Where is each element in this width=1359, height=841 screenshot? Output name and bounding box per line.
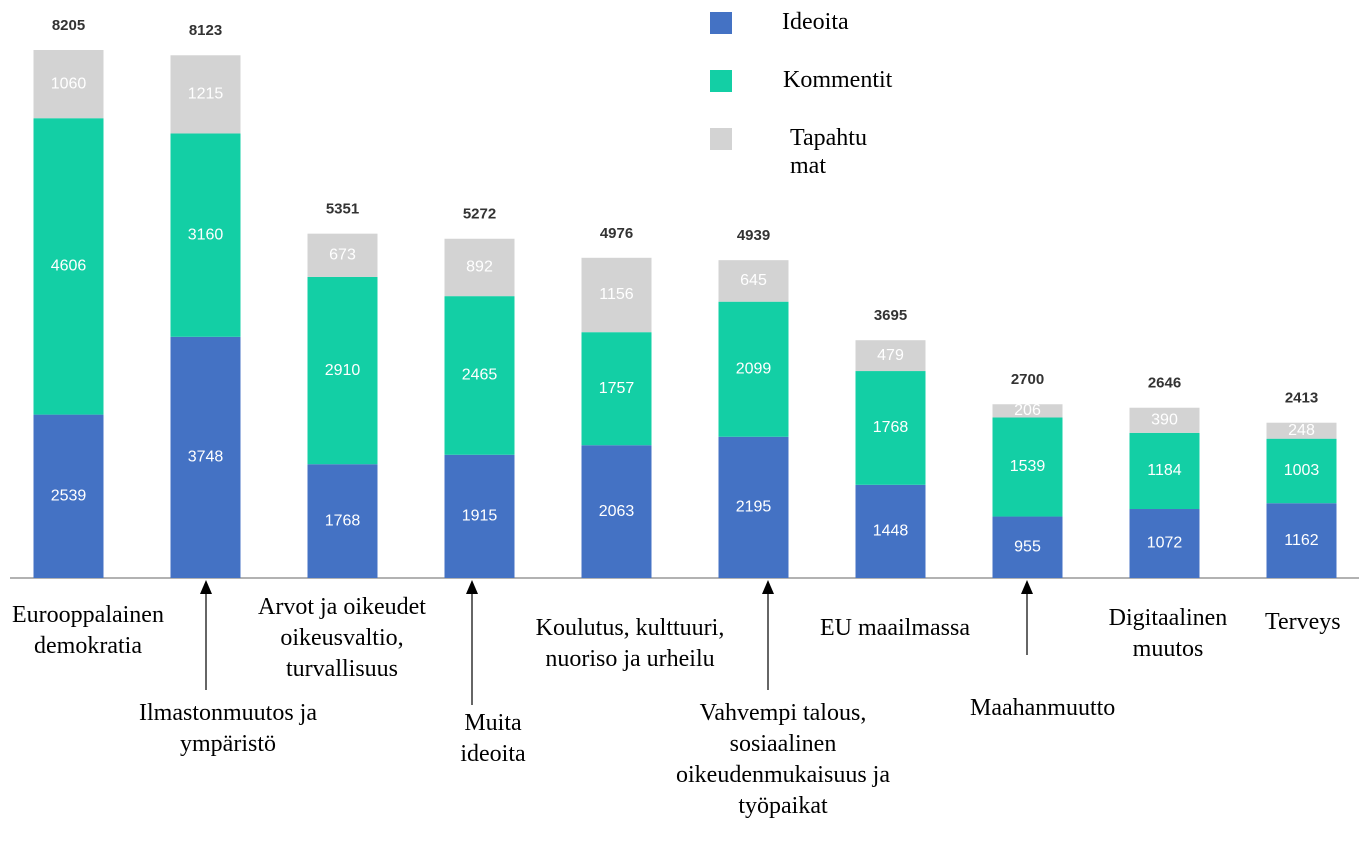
arrow-head — [1021, 580, 1033, 594]
bar-segment — [581, 257, 652, 333]
value-label: 1184 — [1147, 462, 1182, 479]
legend-label: Tapahtumat — [790, 125, 867, 179]
total-label: 8205 — [52, 17, 85, 34]
value-label: 2099 — [736, 360, 772, 377]
total-label: 5351 — [326, 201, 359, 218]
value-label: 2195 — [736, 499, 772, 516]
total-label: 8123 — [189, 22, 222, 39]
bar-segment — [444, 238, 515, 297]
legend-swatch — [710, 12, 732, 34]
bar-segment — [718, 260, 789, 302]
value-label: 248 — [1288, 422, 1315, 439]
value-label: 2063 — [599, 503, 635, 520]
value-label: 1757 — [599, 380, 635, 397]
bar-segment — [307, 276, 378, 465]
bar-segment — [581, 445, 652, 578]
total-label: 5272 — [463, 206, 496, 223]
value-label: 1156 — [599, 286, 634, 303]
bar-segment — [992, 516, 1063, 578]
bar-segment — [444, 454, 515, 578]
value-label: 1060 — [51, 75, 87, 92]
value-label: 892 — [466, 259, 493, 276]
value-label: 3160 — [188, 226, 224, 243]
category-label: Vahvempi talous, sosiaalinen oikeudenmuk… — [676, 700, 890, 819]
bar-segment — [992, 404, 1063, 418]
bar-segment — [307, 233, 378, 277]
value-label: 673 — [329, 247, 356, 264]
value-label: 1215 — [188, 86, 224, 103]
bar-segment — [170, 55, 241, 134]
bar-segment — [1129, 407, 1200, 433]
category-label: Digitaalinen muutos — [1108, 605, 1228, 662]
bar-segment — [1266, 422, 1337, 439]
bar-segment — [444, 296, 515, 455]
category-label: Eurooppalainen demokratia — [12, 602, 164, 659]
category-label: Muita ideoita — [460, 710, 526, 767]
total-label: 2413 — [1285, 390, 1318, 407]
value-label: 1072 — [1147, 535, 1183, 552]
legend-swatch — [710, 128, 732, 150]
value-label: 2910 — [325, 362, 361, 379]
value-label: 1768 — [873, 419, 909, 436]
value-label: 2465 — [462, 367, 498, 384]
bar-segment — [33, 118, 104, 415]
category-label: Arvot ja oikeudet oikeusvaltio, turvalli… — [258, 594, 426, 682]
category-label: Koulutus, kulttuuri, nuoriso ja urheilu — [535, 615, 725, 672]
total-label: 4976 — [600, 225, 633, 242]
bar-segment — [992, 417, 1063, 517]
value-label: 4606 — [51, 258, 87, 275]
legend-label: Kommentit — [783, 67, 893, 93]
bar-segment — [33, 50, 104, 119]
value-label: 2539 — [51, 488, 87, 505]
bar-segment — [1266, 503, 1337, 578]
value-label: 1915 — [462, 508, 498, 525]
bar-segment — [1129, 509, 1200, 578]
value-label: 1003 — [1284, 462, 1320, 479]
value-label: 479 — [877, 347, 904, 364]
bar-segment — [855, 340, 926, 372]
bar-segment — [170, 133, 241, 337]
legend-swatch — [710, 70, 732, 92]
bar-segment — [33, 414, 104, 578]
value-label: 1768 — [325, 512, 361, 529]
category-label: Terveys — [1265, 609, 1341, 635]
value-label: 955 — [1014, 538, 1041, 555]
total-label: 3695 — [874, 307, 907, 324]
bar-segment — [581, 332, 652, 446]
bar-segment — [718, 436, 789, 578]
value-label: 645 — [740, 272, 767, 289]
value-label: 1448 — [873, 523, 909, 540]
arrow-head — [762, 580, 774, 594]
category-label: EU maailmassa — [820, 615, 970, 641]
bar-segment — [1266, 438, 1337, 504]
legend-label: Ideoita — [782, 9, 849, 35]
total-label: 2646 — [1148, 375, 1181, 392]
bar-segment — [718, 301, 789, 437]
value-label: 1162 — [1284, 532, 1319, 549]
value-label: 206 — [1014, 402, 1041, 419]
total-label: 4939 — [737, 227, 770, 244]
value-label: 3748 — [188, 449, 224, 466]
arrow-head — [466, 580, 478, 594]
arrow-head — [200, 580, 212, 594]
value-label: 1539 — [1010, 458, 1046, 475]
bar-segment — [855, 371, 926, 485]
category-label: Maahanmuutto — [970, 695, 1116, 721]
bar-segment — [855, 484, 926, 578]
bar-segment — [170, 336, 241, 578]
total-label: 2700 — [1011, 371, 1044, 388]
value-label: 390 — [1151, 411, 1178, 428]
category-label: Ilmastonmuutos ja ympäristö — [139, 700, 317, 757]
bar-segment — [307, 464, 378, 578]
bar-segment — [1129, 432, 1200, 510]
